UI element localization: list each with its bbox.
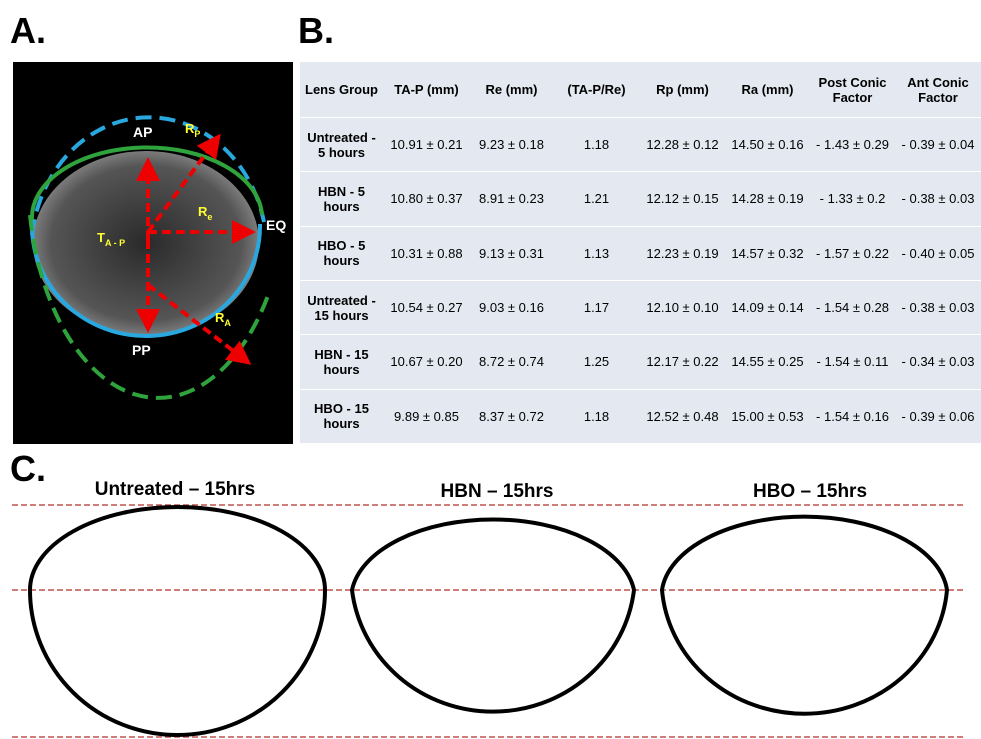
table-cell: - 0.40 ± 0.05 [895, 226, 981, 280]
c-titles: Untreated – 15hrs HBN – 15hrs HBO – 15hr… [95, 479, 867, 502]
panel-label: A. [10, 10, 46, 52]
table-cell: 14.50 ± 0.16 [725, 118, 810, 172]
figure: AP PP EQ RP Re TA - P RA Untreated – 15h… [0, 0, 981, 739]
table-cell: 15.00 ± 0.53 [725, 389, 810, 443]
group-cell: HBO - 15 hours [300, 389, 383, 443]
group-cell: HBO - 5 hours [300, 226, 383, 280]
header-cell: Rp (mm) [640, 62, 725, 118]
table-cell: 12.17 ± 0.22 [640, 335, 725, 389]
sub: e [207, 212, 212, 222]
group-cell: HBN - 15 hours [300, 335, 383, 389]
table-cell: 10.91 ± 0.21 [383, 118, 470, 172]
shape-title: HBN – 15hrs [441, 481, 554, 502]
header-cell: Post Conic Factor [810, 62, 895, 118]
shape-title: HBO – 15hrs [753, 481, 867, 502]
table-cell: 1.18 [553, 389, 640, 443]
table-cell: - 1.54 ± 0.16 [810, 389, 895, 443]
table-cell: 14.57 ± 0.32 [725, 226, 810, 280]
panel-label: C. [10, 448, 46, 490]
table-cell: 8.72 ± 0.74 [470, 335, 553, 389]
table-cell: 1.17 [553, 280, 640, 334]
table-cell: 10.80 ± 0.37 [383, 172, 470, 226]
table-cell: 10.67 ± 0.20 [383, 335, 470, 389]
table-cell: - 1.54 ± 0.11 [810, 335, 895, 389]
pp-label: PP [132, 342, 151, 358]
sub: A [224, 318, 231, 328]
table-cell: 1.25 [553, 335, 640, 389]
header-cell: Lens Group [300, 62, 383, 118]
base: T [97, 230, 105, 245]
group-cell: HBN - 5 hours [300, 172, 383, 226]
lens-shapes [30, 507, 947, 735]
group-cell: Untreated - 15 hours [300, 280, 383, 334]
table-cell: - 0.38 ± 0.03 [895, 172, 981, 226]
table-cell: - 0.38 ± 0.03 [895, 280, 981, 334]
table-cell: 14.28 ± 0.19 [725, 172, 810, 226]
table-cell: 9.89 ± 0.85 [383, 389, 470, 443]
table-cell: 12.12 ± 0.15 [640, 172, 725, 226]
table-cell: 9.03 ± 0.16 [470, 280, 553, 334]
header-cell: Ant Conic Factor [895, 62, 981, 118]
table-cell: - 1.43 ± 0.29 [810, 118, 895, 172]
table-cell: 10.54 ± 0.27 [383, 280, 470, 334]
header-cell: Ra (mm) [725, 62, 810, 118]
table-cell: - 0.34 ± 0.03 [895, 335, 981, 389]
header-cell: (TA-P/Re) [553, 62, 640, 118]
table-cell: 12.10 ± 0.10 [640, 280, 725, 334]
shape-title: Untreated – 15hrs [95, 479, 256, 500]
table-cell: 12.28 ± 0.12 [640, 118, 725, 172]
table-cell: 14.55 ± 0.25 [725, 335, 810, 389]
group-cell: Untreated - 5 hours [300, 118, 383, 172]
header-cell: Re (mm) [470, 62, 553, 118]
table-cell: 1.13 [553, 226, 640, 280]
table-cell: 9.13 ± 0.31 [470, 226, 553, 280]
table-cell: - 1.57 ± 0.22 [810, 226, 895, 280]
table-cell: - 0.39 ± 0.06 [895, 389, 981, 443]
panel-label: B. [298, 10, 334, 52]
eq-label: EQ [266, 217, 286, 233]
sub: A - P [105, 238, 125, 248]
ap-label: AP [133, 124, 152, 140]
table-cell: - 0.39 ± 0.04 [895, 118, 981, 172]
table-cell: 8.91 ± 0.23 [470, 172, 553, 226]
table-cell: 1.21 [553, 172, 640, 226]
table-cell: 12.23 ± 0.19 [640, 226, 725, 280]
table-cell: 8.37 ± 0.72 [470, 389, 553, 443]
reference-lines [12, 505, 966, 737]
header-cell: TA-P (mm) [383, 62, 470, 118]
table-cell: - 1.54 ± 0.28 [810, 280, 895, 334]
table-cell: 14.09 ± 0.14 [725, 280, 810, 334]
table-cell: 1.18 [553, 118, 640, 172]
table-cell: - 1.33 ± 0.2 [810, 172, 895, 226]
table-cell: 10.31 ± 0.88 [383, 226, 470, 280]
table-cell: 9.23 ± 0.18 [470, 118, 553, 172]
sub: P [194, 129, 200, 139]
table-cell: 12.52 ± 0.48 [640, 389, 725, 443]
